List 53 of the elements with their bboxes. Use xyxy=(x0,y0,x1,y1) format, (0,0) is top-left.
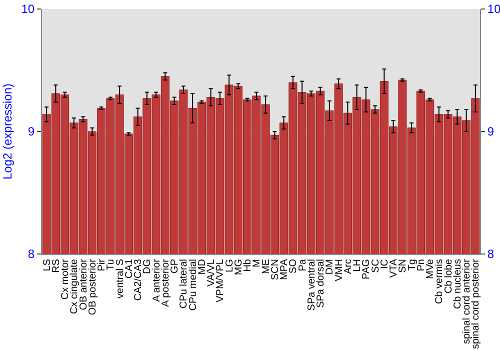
x-tick-label: CPu medial xyxy=(188,259,199,311)
x-tick-label: SN xyxy=(398,259,409,273)
x-tick-label: LH xyxy=(352,259,364,272)
x-tick-label: MG xyxy=(233,258,244,276)
x-tick-label: Cx cingulate xyxy=(69,258,80,314)
y2-tick-label: 9 xyxy=(487,124,494,139)
x-tick-label: SC xyxy=(370,259,382,273)
x-tick-label: A anterior xyxy=(151,258,162,302)
x-tick-label: CA1 xyxy=(124,258,135,278)
x-tick-label: GP xyxy=(170,258,181,274)
y-tick-label: 9 xyxy=(28,124,35,139)
y-tick-label: 8 xyxy=(28,247,35,262)
x-tick-label: OB anterior xyxy=(78,258,90,310)
x-tick-label: SPa dorsal xyxy=(316,259,327,308)
x-tick-label: VTA xyxy=(388,258,400,278)
x-tick-label: LS xyxy=(42,258,53,272)
x-tick-label: ME xyxy=(260,258,272,274)
x-tick-label: SO xyxy=(288,258,300,274)
x-tick-label: CA2/CA3 xyxy=(133,258,144,301)
x-tick-label: MVe xyxy=(425,258,436,280)
x-tick-label: spinal cord posterior xyxy=(470,258,482,350)
x-tick-label: RS xyxy=(50,258,62,273)
x-tick-label: SCN xyxy=(270,259,281,280)
x-tick-label: SPa ventral xyxy=(306,259,318,311)
y-axis-title: Log2 (expression) xyxy=(0,83,15,180)
y-tick-label: 10 xyxy=(21,2,35,16)
x-tick-label: LG xyxy=(224,258,236,272)
x-tick-label: Hb xyxy=(242,258,254,272)
x-tick-label: CPu lateral xyxy=(178,259,190,308)
x-tick-label: VPM/VPL xyxy=(215,258,226,302)
x-tick-label: DM xyxy=(324,259,336,275)
x-tick-label: ventral S xyxy=(114,258,126,298)
x-tick-label: Pa xyxy=(297,258,308,272)
y2-tick-label: 10 xyxy=(487,2,500,16)
x-tick-label: Pir xyxy=(96,258,108,272)
y2-tick-label: 8 xyxy=(487,247,494,262)
x-tick-label: Pn xyxy=(416,259,427,272)
x-tick-label: Arc xyxy=(342,259,354,274)
x-tick-label: IC xyxy=(379,259,390,269)
x-tick-label: Cb lobe xyxy=(443,258,454,294)
x-tick-label: Tu xyxy=(106,259,117,270)
x-tick-label: spinal cord anterior xyxy=(462,258,473,344)
x-tick-label: A posterior xyxy=(160,258,172,307)
x-tick-label: M xyxy=(252,259,263,268)
x-tick-label: DG xyxy=(142,258,154,274)
x-tick-label: Cb vermis xyxy=(434,259,446,304)
x-tick-label: MD xyxy=(196,259,208,275)
x-tick-label: Cb nucleus xyxy=(452,259,464,310)
x-tick-label: PAG xyxy=(361,258,372,280)
x-tick-label: OB posterior xyxy=(87,258,98,316)
x-tick-label: VMH xyxy=(334,259,345,282)
x-tick-label: MPA xyxy=(279,258,290,280)
x-tick-label: Tg xyxy=(406,259,418,271)
